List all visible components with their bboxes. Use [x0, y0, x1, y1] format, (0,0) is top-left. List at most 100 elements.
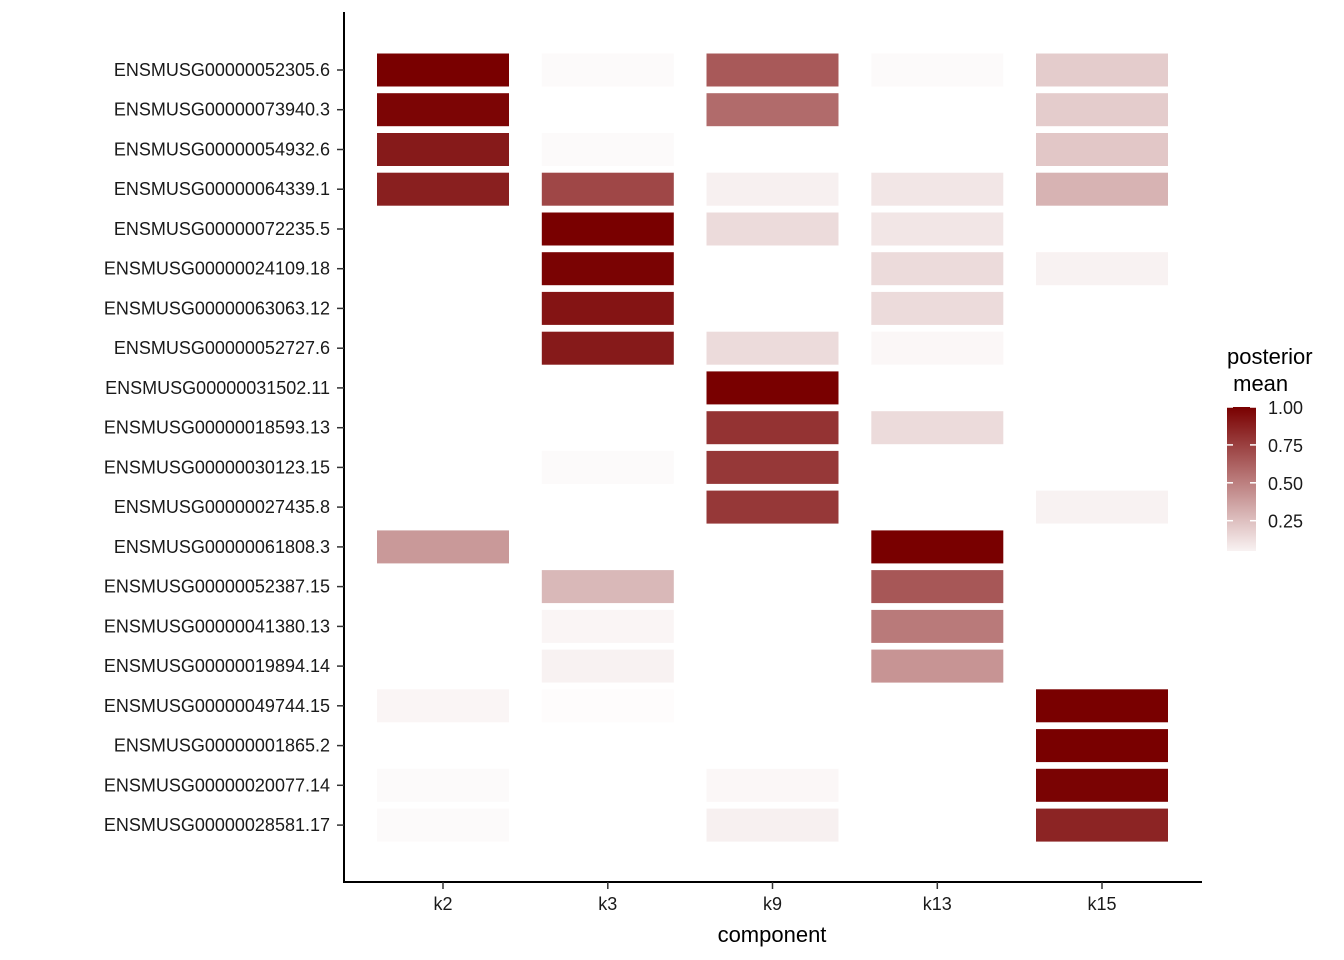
heatmap-cell [541, 530, 674, 564]
heatmap-cell [377, 172, 509, 206]
heatmap-cell [871, 490, 1004, 524]
heatmap-cell [1036, 331, 1168, 365]
y-tick-label: ENSMUSG00000020077.14 [104, 775, 330, 795]
x-tick-label: k15 [1087, 894, 1116, 914]
heatmap-cell [541, 252, 674, 286]
y-tick-label: ENSMUSG00000052387.15 [104, 577, 330, 597]
heatmap-cell [541, 93, 674, 127]
heatmap-cell [871, 331, 1004, 365]
heatmap-cell [541, 490, 674, 524]
heatmap-cell [706, 93, 839, 127]
heatmap-cell [871, 291, 1004, 325]
heatmap-cell [871, 212, 1004, 246]
heatmap-cells [377, 53, 1168, 842]
heatmap-cell [377, 93, 509, 127]
heatmap-cell [871, 729, 1004, 763]
y-tick-label: ENSMUSG00000073940.3 [114, 100, 330, 120]
heatmap-cell [706, 53, 839, 87]
heatmap-cell [871, 133, 1004, 166]
heatmap-cell [541, 768, 674, 802]
heatmap-cell [541, 808, 674, 842]
heatmap-cell [541, 689, 674, 723]
heatmap-cell [1036, 172, 1168, 206]
legend-title-line-2: mean [1227, 371, 1288, 396]
heatmap-cell [706, 808, 839, 842]
heatmap-cell [377, 252, 509, 286]
x-tick-label: k3 [598, 894, 617, 914]
color-legend: posterior mean 1.00 0.75 0.50 0.25 [1227, 344, 1313, 551]
heatmap-cell [541, 450, 674, 484]
heatmap-cell [377, 411, 509, 445]
y-tick-label: ENSMUSG00000054932.6 [114, 140, 330, 160]
heatmap-cell [1036, 252, 1168, 286]
y-tick-label: ENSMUSG00000030123.15 [104, 457, 330, 477]
heatmap-cell [1036, 689, 1168, 723]
heatmap-cell [871, 689, 1004, 723]
heatmap-cell [541, 212, 674, 246]
heatmap-cell [706, 172, 839, 206]
y-tick-label: ENSMUSG00000031502.11 [105, 378, 330, 398]
heatmap-cell [706, 411, 839, 445]
heatmap-cell [377, 450, 509, 484]
heatmap-cell [377, 212, 509, 246]
legend-tick-label: 0.50 [1268, 474, 1303, 494]
heatmap-cell [871, 530, 1004, 564]
heatmap-cell [1036, 768, 1168, 802]
y-tick-label: ENSMUSG00000052305.6 [114, 60, 330, 80]
heatmap-cell [377, 649, 509, 683]
heatmap-cell [1036, 133, 1168, 166]
heatmap-cell [871, 252, 1004, 286]
heatmap-cell [706, 689, 839, 723]
heatmap-cell [1036, 53, 1168, 87]
heatmap-cell [706, 450, 839, 484]
heatmap-cell [706, 729, 839, 763]
heatmap-cell [871, 53, 1004, 87]
legend-title-line-1: posterior [1227, 344, 1313, 369]
heatmap-cell [706, 212, 839, 246]
legend-tick-label: 1.00 [1268, 398, 1303, 418]
heatmap-cell [377, 570, 509, 604]
x-axis: k2 k3 k9 k13 k15 [433, 882, 1117, 914]
heatmap-cell [706, 371, 839, 405]
heatmap-cell [1036, 371, 1168, 405]
heatmap-cell [541, 649, 674, 683]
heatmap-cell [541, 570, 674, 604]
y-tick-label: ENSMUSG00000018593.13 [104, 418, 330, 438]
heatmap-cell [1036, 808, 1168, 842]
x-tick-label: k9 [763, 894, 782, 914]
heatmap-cell [1036, 411, 1168, 445]
heatmap-cell [1036, 530, 1168, 564]
heatmap-cell [541, 331, 674, 365]
heatmap-cell [871, 93, 1004, 127]
y-tick-label: ENSMUSG00000061808.3 [114, 537, 330, 557]
heatmap-cell [871, 609, 1004, 643]
heatmap-cell [1036, 729, 1168, 763]
y-tick-label: ENSMUSG00000001865.2 [114, 736, 330, 756]
heatmap-cell [1036, 450, 1168, 484]
heatmap-cell [706, 530, 839, 564]
heatmap-cell [706, 331, 839, 365]
heatmap-cell [706, 490, 839, 524]
heatmap-cell [377, 133, 509, 166]
heatmap-cell [377, 729, 509, 763]
heatmap-cell [541, 411, 674, 445]
y-tick-label: ENSMUSG00000064339.1 [114, 179, 330, 199]
heatmap-cell [541, 609, 674, 643]
heatmap-cell [1036, 93, 1168, 127]
heatmap-cell [377, 768, 509, 802]
y-tick-label: ENSMUSG00000028581.17 [104, 815, 330, 835]
heatmap-cell [1036, 609, 1168, 643]
y-tick-label: ENSMUSG00000072235.5 [114, 219, 330, 239]
heatmap-cell [706, 609, 839, 643]
heatmap-cell [377, 689, 509, 723]
y-tick-label: ENSMUSG00000024109.18 [104, 259, 330, 279]
legend-colorbar [1227, 407, 1256, 551]
heatmap-cell [706, 570, 839, 604]
y-tick-label: ENSMUSG00000019894.14 [104, 656, 330, 676]
x-tick-label: k2 [433, 894, 452, 914]
heatmap-cell [1036, 649, 1168, 683]
heatmap-cell [871, 808, 1004, 842]
heatmap-cell [871, 570, 1004, 604]
heatmap-cell [871, 768, 1004, 802]
